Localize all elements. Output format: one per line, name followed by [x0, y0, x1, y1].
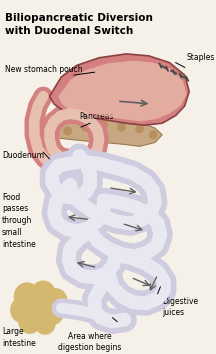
Circle shape — [45, 289, 67, 312]
Polygon shape — [49, 54, 189, 125]
Circle shape — [35, 313, 55, 334]
Text: Digestive
juices: Digestive juices — [162, 297, 198, 316]
Circle shape — [11, 297, 34, 322]
Text: Area where
digestion begins: Area where digestion begins — [58, 332, 122, 352]
Circle shape — [19, 310, 41, 333]
Circle shape — [64, 127, 71, 135]
Circle shape — [100, 121, 107, 129]
Text: Duodenum: Duodenum — [2, 152, 44, 160]
Text: Biliopancreatic Diversion
with Duodenal Switch: Biliopancreatic Diversion with Duodenal … — [5, 13, 152, 36]
Circle shape — [32, 281, 55, 306]
Circle shape — [82, 123, 89, 131]
Text: Food
passes
through
small
intestine: Food passes through small intestine — [2, 193, 36, 249]
Polygon shape — [41, 119, 162, 146]
Circle shape — [118, 123, 125, 131]
Text: New stomach pouch: New stomach pouch — [5, 65, 82, 74]
Circle shape — [136, 125, 143, 133]
Text: Pancreas: Pancreas — [79, 112, 114, 121]
Polygon shape — [59, 61, 186, 121]
Circle shape — [14, 283, 40, 310]
Circle shape — [41, 301, 63, 325]
Circle shape — [149, 131, 157, 139]
Text: Large
intestine: Large intestine — [2, 327, 36, 348]
Text: Staples: Staples — [186, 53, 215, 62]
Circle shape — [25, 295, 51, 321]
